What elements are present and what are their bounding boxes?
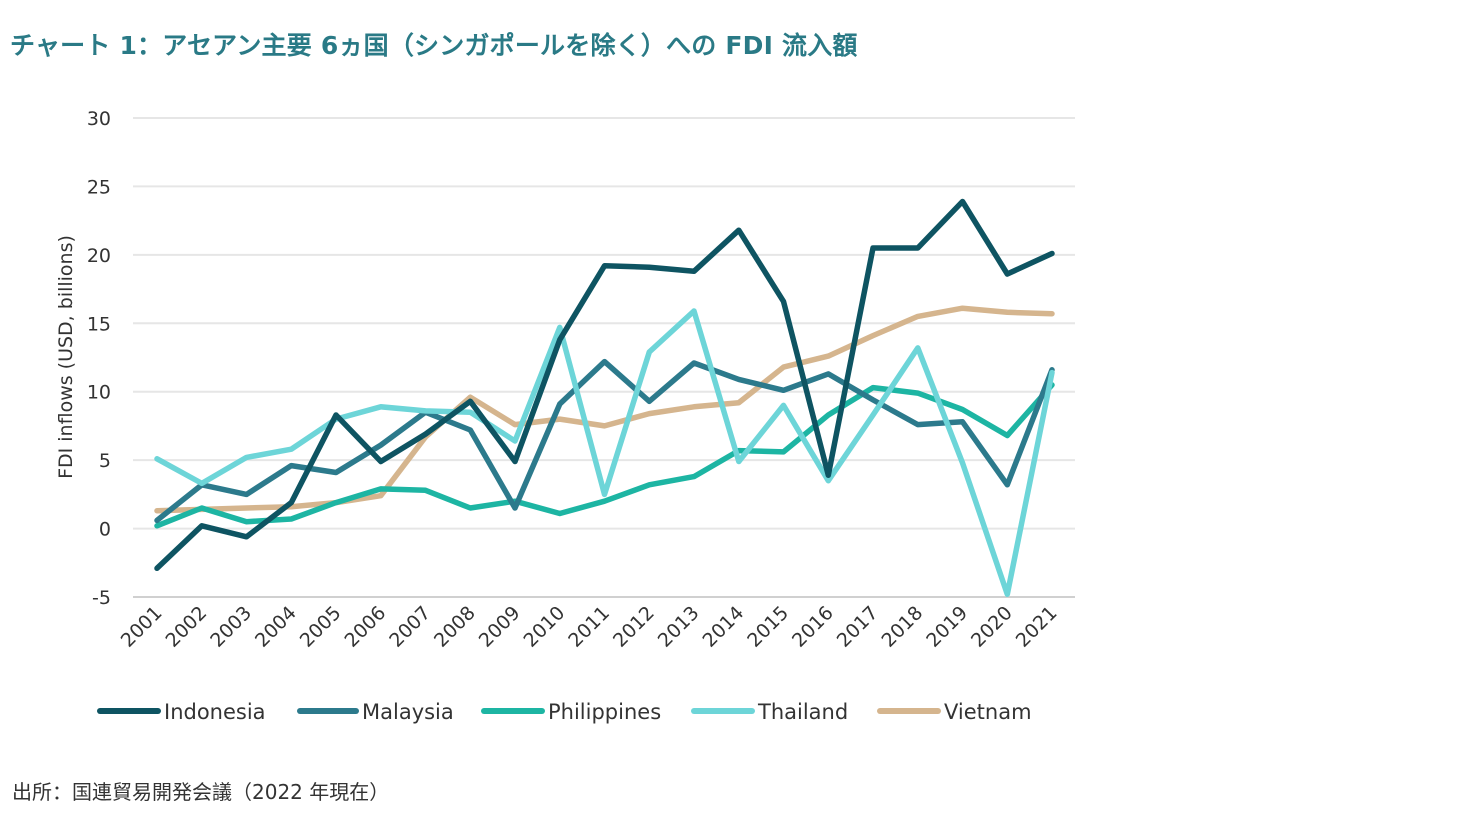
series-line-philippines [154, 382, 1055, 529]
gridlines [133, 117, 1075, 598]
y-tick-label: 15 [87, 313, 111, 335]
legend-label-vietnam: Vietnam [944, 700, 1032, 724]
y-tick-label: 5 [99, 450, 111, 472]
series-line-thailand [154, 308, 1055, 598]
x-tick-label: 2002 [162, 602, 212, 652]
x-tick-label: 2001 [117, 602, 167, 652]
x-tick-label: 2016 [788, 602, 838, 652]
y-axis-ticks: -5 0 5 10 15 20 25 30 [87, 108, 111, 609]
x-tick-label: 2010 [520, 602, 570, 652]
x-tick-label: 2011 [564, 602, 614, 652]
x-tick-label: 2014 [699, 602, 749, 652]
chart-title: チャート 1：アセアン主要 6ヵ国（シンガポールを除く）への FDI 流入額 [10, 31, 858, 60]
y-tick-label: 20 [87, 245, 111, 267]
y-tick-label: 30 [87, 108, 111, 130]
legend-label-malaysia: Malaysia [362, 700, 454, 724]
y-tick-label: -5 [92, 587, 111, 609]
x-axis-ticks: 2001200220032004200520062007200820092010… [117, 602, 1062, 652]
x-tick-label: 2006 [341, 602, 391, 652]
series-line-vietnam [154, 305, 1055, 514]
x-tick-label: 2008 [430, 602, 480, 652]
x-tick-label: 2021 [1012, 602, 1062, 652]
x-tick-label: 2020 [967, 602, 1017, 652]
y-tick-label: 10 [87, 382, 111, 404]
x-tick-label: 2005 [296, 602, 346, 652]
series-line-indonesia [154, 198, 1055, 572]
series-lines [154, 198, 1055, 598]
legend-label-philippines: Philippines [548, 700, 661, 724]
x-tick-label: 2013 [654, 602, 704, 652]
legend-label-indonesia: Indonesia [164, 700, 266, 724]
legend-label-thailand: Thailand [757, 700, 848, 724]
x-tick-label: 2015 [743, 602, 793, 652]
x-tick-label: 2018 [878, 602, 928, 652]
x-tick-label: 2009 [475, 602, 525, 652]
x-tick-label: 2003 [206, 602, 256, 652]
y-tick-label: 0 [99, 519, 111, 541]
legend: Indonesia Malaysia Philippines Thailand Viet… [97, 700, 1032, 724]
x-tick-label: 2017 [833, 602, 883, 652]
x-tick-label: 2019 [922, 602, 972, 652]
source-note: 出所：国連貿易開発会議（2022 年現在） [12, 780, 390, 804]
y-tick-label: 25 [87, 176, 111, 198]
line-chart: -5 0 5 10 15 20 25 30 FDI inflows (USD, billion… [55, 108, 1075, 724]
x-tick-label: 2012 [609, 602, 659, 652]
x-tick-label: 2007 [385, 602, 435, 652]
y-axis-label: FDI inflows (USD, billions) [55, 235, 77, 479]
x-tick-label: 2004 [251, 602, 301, 652]
